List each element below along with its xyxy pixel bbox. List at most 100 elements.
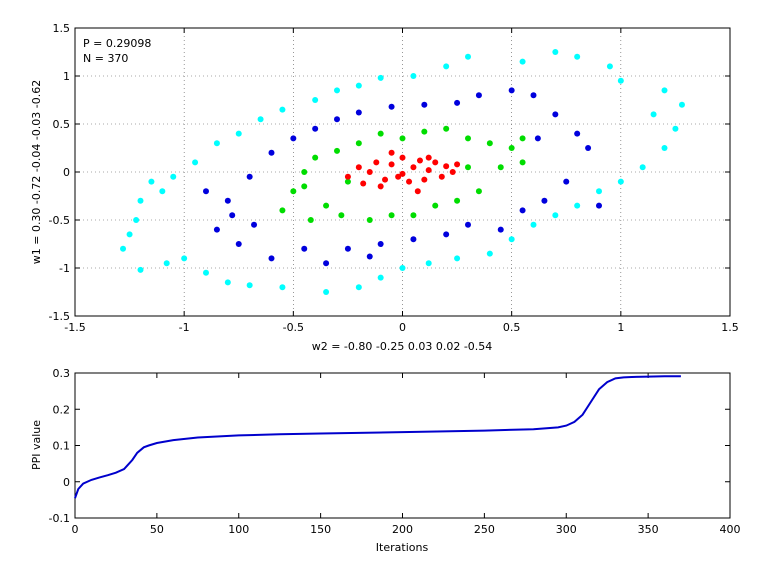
scatter-point-series-2 — [301, 169, 308, 175]
scatter-point-series-1 — [377, 241, 384, 247]
scatter-point-series-0 — [661, 145, 668, 151]
scatter-x-tick-label: -1.5 — [64, 321, 85, 334]
scatter-point-series-1 — [410, 236, 417, 243]
scatter-x-tick-label: 0 — [399, 321, 406, 334]
n-count-annotation: N = 370 — [83, 52, 128, 65]
scatter-y-tick-label: 0 — [63, 166, 70, 179]
scatter-point-series-0 — [617, 77, 624, 84]
scatter-x-tick-label: -0.5 — [283, 321, 304, 334]
scatter-point-series-0 — [377, 74, 384, 81]
scatter-point-series-2 — [334, 147, 340, 154]
scatter-point-series-0 — [672, 125, 679, 132]
scatter-point-series-3 — [416, 157, 423, 164]
scatter-point-series-1 — [355, 109, 362, 116]
scatter-point-series-0 — [170, 173, 177, 180]
scatter-point-series-2 — [338, 212, 345, 219]
scatter-point-series-3 — [425, 154, 432, 161]
scatter-point-series-1 — [534, 135, 541, 142]
scatter-point-series-2 — [388, 212, 395, 219]
scatter-point-series-2 — [421, 128, 428, 135]
scatter-point-series-1 — [290, 135, 297, 142]
scatter-point-series-2 — [475, 188, 482, 195]
scatter-point-series-0 — [678, 101, 685, 108]
scatter-y-tick-label: -1 — [59, 262, 70, 275]
scatter-point-series-1 — [574, 130, 581, 137]
scatter-y-tick-label: -0.5 — [49, 214, 70, 227]
scatter-point-series-1 — [246, 173, 253, 180]
ppi-y-tick-label: -0.1 — [49, 512, 70, 525]
scatter-point-series-0 — [126, 231, 133, 238]
scatter-point-series-1 — [530, 92, 537, 99]
ppi-plot-area — [74, 372, 731, 519]
scatter-point-series-3 — [425, 167, 432, 174]
scatter-point-series-0 — [606, 63, 613, 70]
ppi-x-tick-label: 100 — [228, 523, 249, 536]
scatter-point-series-3 — [406, 178, 413, 185]
scatter-point-series-2 — [301, 183, 308, 190]
scatter-point-series-0 — [519, 58, 526, 65]
scatter-point-series-0 — [410, 73, 417, 79]
scatter-point-series-0 — [465, 53, 471, 60]
scatter-y-tick-label: 0.5 — [53, 118, 71, 131]
scatter-point-series-3 — [373, 159, 380, 166]
scatter-point-series-2 — [366, 217, 373, 223]
scatter-point-series-0 — [508, 236, 515, 243]
scatter-point-series-3 — [399, 154, 406, 161]
scatter-y-tick-label: -1.5 — [49, 310, 70, 323]
scatter-point-series-3 — [366, 169, 373, 175]
scatter-point-series-0 — [279, 284, 286, 291]
scatter-point-series-0 — [137, 266, 144, 273]
scatter-point-series-1 — [563, 178, 570, 185]
scatter-point-series-1 — [213, 226, 220, 233]
scatter-x-axis-label: w2 = -0.80 -0.25 0.03 0.02 -0.54 — [312, 340, 493, 353]
scatter-point-series-1 — [235, 241, 242, 247]
scatter-point-series-2 — [443, 125, 450, 132]
scatter-point-series-0 — [650, 111, 657, 118]
scatter-y-axis-label: w1 = 0.30 -0.72 -0.04 -0.03 -0.62 — [30, 80, 43, 265]
scatter-point-series-3 — [382, 176, 389, 183]
scatter-point-series-0 — [246, 282, 253, 289]
scatter-point-series-0 — [486, 250, 493, 257]
scatter-point-series-1 — [203, 188, 209, 195]
scatter-point-series-0 — [257, 116, 264, 123]
scatter-point-series-0 — [137, 197, 144, 204]
scatter-point-series-0 — [120, 245, 127, 252]
scatter-point-series-0 — [279, 106, 286, 113]
scatter-point-series-3 — [443, 163, 450, 170]
scatter-point-series-0 — [235, 130, 242, 137]
scatter-point-series-2 — [486, 140, 493, 147]
scatter-point-series-1 — [388, 103, 395, 110]
scatter-point-series-2 — [323, 202, 330, 209]
scatter-point-series-0 — [192, 159, 199, 166]
ppi-series-line — [74, 375, 681, 499]
ppi-x-tick-label: 250 — [474, 523, 495, 536]
scatter-point-series-0 — [203, 269, 209, 276]
scatter-point-series-0 — [596, 188, 602, 195]
scatter-point-series-2 — [410, 212, 417, 219]
scatter-x-tick-label: 1.5 — [721, 321, 739, 334]
ppi-x-tick-label: 400 — [720, 523, 741, 536]
scatter-point-series-0 — [425, 260, 432, 267]
scatter-points — [120, 49, 685, 295]
scatter-y-tick-label: 1 — [63, 70, 70, 83]
scatter-point-series-1 — [552, 111, 559, 118]
ppi-x-tick-label: 350 — [638, 523, 659, 536]
scatter-point-series-0 — [617, 178, 624, 185]
scatter-x-tick-label: 0.5 — [503, 321, 521, 334]
scatter-point-series-0 — [377, 274, 384, 281]
scatter-point-series-1 — [465, 221, 471, 228]
scatter-point-series-0 — [163, 260, 170, 267]
scatter-point-series-1 — [334, 116, 340, 123]
scatter-point-series-1 — [251, 221, 258, 228]
scatter-point-series-0 — [454, 255, 461, 262]
ppi-x-tick-label: 200 — [392, 523, 413, 536]
ppi-y-axis-label: PPI value — [30, 420, 43, 470]
ppi-y-tick-label: 0.2 — [53, 403, 71, 416]
scatter-point-series-1 — [596, 202, 602, 209]
scatter-point-series-1 — [541, 197, 548, 204]
scatter-point-series-0 — [224, 279, 231, 286]
scatter-point-series-3 — [355, 164, 362, 171]
scatter-point-series-2 — [465, 164, 471, 171]
scatter-point-series-2 — [344, 178, 351, 185]
scatter-point-series-2 — [519, 159, 526, 166]
